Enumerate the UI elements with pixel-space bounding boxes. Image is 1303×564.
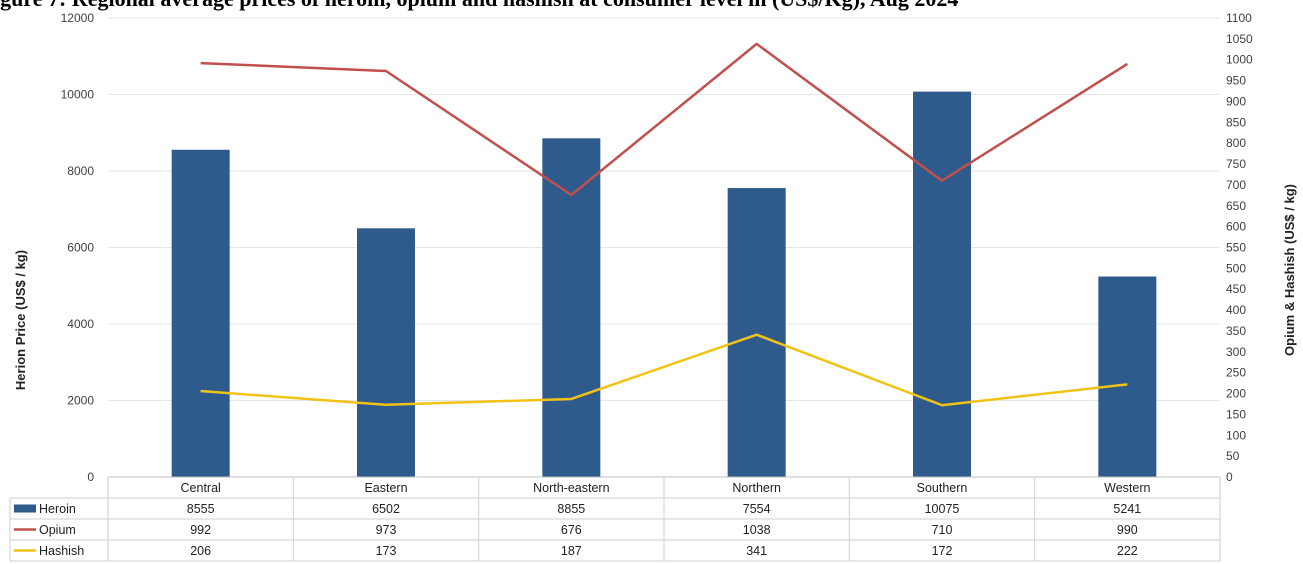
category-label: Central — [181, 481, 221, 495]
data-label: 172 — [932, 544, 953, 558]
category-label: Eastern — [364, 481, 407, 495]
category-label: Western — [1104, 481, 1150, 495]
y2-tick-label: 650 — [1226, 199, 1246, 213]
heroin-bars — [171, 91, 1157, 478]
left-axis: 0 2000 4000 6000 8000 10000 12000 — [61, 11, 95, 484]
bar-heroin — [171, 149, 230, 478]
y-tick-label: 2000 — [67, 394, 94, 408]
y2-tick-label: 900 — [1226, 94, 1246, 108]
bar-heroin — [727, 188, 786, 477]
line-opium — [200, 42, 1128, 197]
legend-key-heroin — [14, 504, 36, 513]
y2-axis-title: Opium & Hashish (US$ / kg) — [1282, 184, 1297, 356]
gridlines — [108, 17, 1220, 401]
data-label: 5241 — [1113, 502, 1141, 516]
y2-tick-label: 700 — [1226, 178, 1246, 192]
y-tick-label: 12000 — [61, 11, 95, 25]
data-label: 222 — [1117, 544, 1138, 558]
data-label: 8855 — [557, 502, 585, 516]
bar-heroin — [913, 91, 971, 477]
y2-tick-label: 50 — [1226, 449, 1240, 463]
data-label: 173 — [376, 544, 397, 558]
series-lines — [200, 42, 1128, 407]
data-label: 206 — [190, 544, 211, 558]
y2-tick-label: 200 — [1226, 387, 1246, 401]
y2-tick-label: 450 — [1226, 282, 1246, 296]
y2-tick-label: 550 — [1226, 241, 1246, 255]
y-tick-label: 6000 — [67, 241, 94, 255]
line-hashish — [200, 333, 1128, 407]
data-label: 710 — [932, 523, 953, 537]
chart-title: igure 7: Regional average prices of hero… — [0, 0, 1303, 12]
legend-label-heroin: Heroin — [39, 502, 76, 516]
data-label: 973 — [376, 523, 397, 537]
y2-tick-label: 100 — [1226, 428, 1246, 442]
y2-tick-label: 400 — [1226, 303, 1246, 317]
y-tick-label: 0 — [87, 470, 94, 484]
y2-tick-label: 800 — [1226, 136, 1246, 150]
y2-tick-label: 150 — [1226, 407, 1246, 421]
category-label: Southern — [917, 481, 968, 495]
y-tick-label: 8000 — [67, 164, 94, 178]
y-tick-label: 10000 — [61, 88, 95, 102]
data-label: 187 — [561, 544, 582, 558]
category-label: Northern — [732, 481, 781, 495]
y-axis-title: Herion Price (US$ / kg) — [13, 250, 28, 390]
data-label: 8555 — [187, 502, 215, 516]
y2-tick-label: 350 — [1226, 324, 1246, 338]
y-tick-label: 4000 — [67, 317, 94, 331]
data-label: 341 — [746, 544, 767, 558]
bar-heroin — [357, 228, 415, 477]
legend-label-hashish: Hashish — [39, 544, 84, 558]
data-table: Central Eastern North-eastern Northern South… — [9, 476, 1221, 562]
y2-tick-label: 1100 — [1226, 11, 1252, 25]
data-label: 992 — [190, 523, 211, 537]
bar-heroin — [1098, 276, 1157, 477]
y2-tick-label: 600 — [1226, 220, 1246, 234]
y2-tick-label: 500 — [1226, 261, 1246, 275]
data-label: 10075 — [925, 502, 960, 516]
y2-tick-label: 300 — [1226, 345, 1246, 359]
category-label: North-eastern — [533, 481, 609, 495]
y2-tick-label: 1050 — [1226, 32, 1253, 46]
y2-tick-label: 850 — [1226, 115, 1246, 129]
y2-tick-label: 0 — [1226, 470, 1233, 484]
bar-heroin — [542, 138, 601, 477]
data-label: 990 — [1117, 523, 1138, 537]
data-label: 6502 — [372, 502, 400, 516]
data-label: 1038 — [743, 523, 771, 537]
y2-tick-label: 950 — [1226, 74, 1246, 88]
data-label: 7554 — [743, 502, 771, 516]
legend-label-opium: Opium — [39, 523, 76, 537]
data-label: 676 — [561, 523, 582, 537]
y2-tick-label: 250 — [1226, 366, 1246, 380]
y2-tick-label: 750 — [1226, 157, 1246, 171]
right-axis: 0 50 100 150 200 250 300 350 400 450 500 550 600 650 7… — [1226, 11, 1253, 484]
y2-tick-label: 1000 — [1226, 53, 1253, 67]
